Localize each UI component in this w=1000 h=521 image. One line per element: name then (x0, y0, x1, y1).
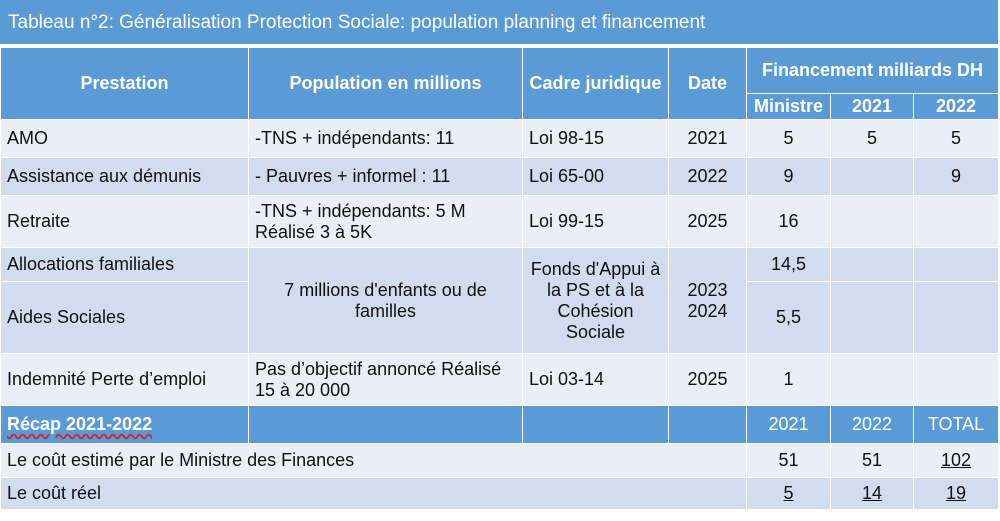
protection-sociale-table: Prestation Population en millions Cadre … (0, 47, 1000, 510)
population-line: Pas d’objectif annoncé Réalisé (255, 358, 502, 379)
recap-empty (522, 405, 669, 444)
recap-col-2022: 2022 (830, 405, 914, 444)
cell-2021: 5 (830, 119, 914, 158)
cell-prestation: AMO (0, 119, 249, 158)
table-row: Le coût estimé par le Ministre des Finan… (0, 443, 1000, 478)
cadre-line: Cohésion (557, 300, 634, 321)
table-row: Le coût réel 5 14 19 (0, 477, 1000, 510)
cout-estime-total-value: 102 (940, 450, 972, 470)
date-line: 2024 (687, 300, 728, 321)
table-row: Retraite -TNS + indépendants: 5 M Réalis… (0, 195, 1000, 248)
recap-empty (668, 405, 747, 444)
table-title: Tableau n°2: Généralisation Protection S… (0, 0, 998, 46)
population-line: -TNS + indépendants: 5 M (255, 200, 466, 221)
cout-estime-2021: 51 (746, 443, 831, 478)
header-population: Population en millions (248, 47, 523, 120)
cell-prestation: Aides Sociales (0, 281, 249, 354)
cout-reel-total: 19 (912, 477, 1000, 510)
recap-header-row: Récap 2021-2022 2021 2022 TOTAL (0, 405, 1000, 444)
table-row: AMO -TNS + indépendants: 11 Loi 98-15 20… (0, 119, 1000, 158)
population-line: familles (354, 300, 416, 321)
cell-2022 (912, 281, 1000, 354)
cell-cadre: Loi 98-15 (522, 119, 669, 158)
cell-population: -TNS + indépendants: 11 (248, 119, 523, 158)
recap-col-2021: 2021 (746, 405, 831, 444)
cout-estime-label: Le coût estimé par le Ministre des Finan… (0, 443, 747, 478)
cell-population: - Pauvres + informel : 11 (248, 157, 523, 196)
cadre-line: Fonds d'Appui à (530, 258, 661, 279)
cout-reel-label: Le coût réel (0, 477, 747, 510)
cell-2021 (830, 247, 914, 282)
cell-prestation: Allocations familiales (0, 247, 249, 282)
table-row: Indemnité Perte d’emploi Pas d’objectif … (0, 353, 1000, 406)
cell-prestation: Retraite (0, 195, 249, 248)
cell-ministre: 14,5 (746, 247, 831, 282)
recap-label-text: Récap 2021-2022 (7, 414, 153, 434)
cell-2022 (912, 247, 1000, 282)
cell-prestation: Indemnité Perte d’emploi (0, 353, 249, 406)
cout-reel-2021-value: 5 (783, 483, 794, 503)
recap-empty (248, 405, 523, 444)
cell-cadre: Loi 99-15 (522, 195, 669, 248)
cell-cadre: Loi 03-14 (522, 353, 669, 406)
cell-ministre: 1 (746, 353, 831, 406)
population-line: 15 à 20 000 (255, 379, 351, 400)
cell-date: 2021 (668, 119, 747, 158)
recap-label: Récap 2021-2022 (0, 405, 249, 444)
cell-population-merged: 7 millions d'enfants ou de familles (248, 247, 523, 354)
table-row: Assistance aux démunis - Pauvres + infor… (0, 157, 1000, 196)
header-cadre-juridique: Cadre juridique (522, 47, 669, 120)
header-prestation: Prestation (0, 47, 249, 120)
cell-ministre: 5,5 (746, 281, 831, 354)
header-date: Date (668, 47, 747, 120)
cell-2021 (830, 281, 914, 354)
cell-date: 2025 (668, 195, 747, 248)
cadre-line: la PS et à la (546, 279, 645, 300)
cell-date: 2025 (668, 353, 747, 406)
cell-2021 (830, 353, 914, 406)
header-ministre: Ministre (746, 93, 831, 120)
population-line: 7 millions d'enfants ou de (284, 279, 487, 300)
cell-ministre: 9 (746, 157, 831, 196)
cell-cadre-merged: Fonds d'Appui à la PS et à la Cohésion S… (522, 247, 669, 354)
header-financement: Financement milliards DH (745, 47, 1000, 94)
cell-date: 2022 (668, 157, 747, 196)
cell-2021 (830, 157, 914, 196)
cell-2021 (830, 195, 914, 248)
table-row: Aides Sociales 5,5 (0, 281, 1000, 354)
cell-2022 (912, 353, 1000, 406)
cell-prestation: Assistance aux démunis (0, 157, 249, 196)
cout-reel-2022: 14 (830, 477, 914, 510)
cell-2022: 9 (912, 157, 1000, 196)
cell-population: Pas d’objectif annoncé Réalisé 15 à 20 0… (248, 353, 523, 406)
cout-reel-total-value: 19 (945, 483, 967, 503)
cout-estime-total: 102 (912, 443, 1000, 478)
cell-ministre: 16 (746, 195, 831, 248)
header-2022: 2022 (912, 93, 1000, 120)
date-line: 2023 (687, 279, 728, 300)
cout-reel-2021: 5 (746, 477, 831, 510)
table-row: Allocations familiales 7 millions d'enfa… (0, 247, 1000, 354)
population-line: Réalisé 3 à 5K (255, 221, 373, 242)
recap-col-total: TOTAL (912, 405, 1000, 444)
cell-population: -TNS + indépendants: 5 M Réalisé 3 à 5K (248, 195, 523, 248)
cell-2022 (912, 195, 1000, 248)
cell-cadre: Loi 65-00 (522, 157, 669, 196)
cadre-line: Sociale (565, 321, 626, 342)
cell-date-merged: 2023 2024 (668, 247, 747, 354)
cell-2022: 5 (912, 119, 1000, 158)
cout-reel-2022-value: 14 (861, 483, 883, 503)
cout-estime-2022: 51 (830, 443, 914, 478)
cell-ministre: 5 (746, 119, 831, 158)
header-2021: 2021 (830, 93, 914, 120)
